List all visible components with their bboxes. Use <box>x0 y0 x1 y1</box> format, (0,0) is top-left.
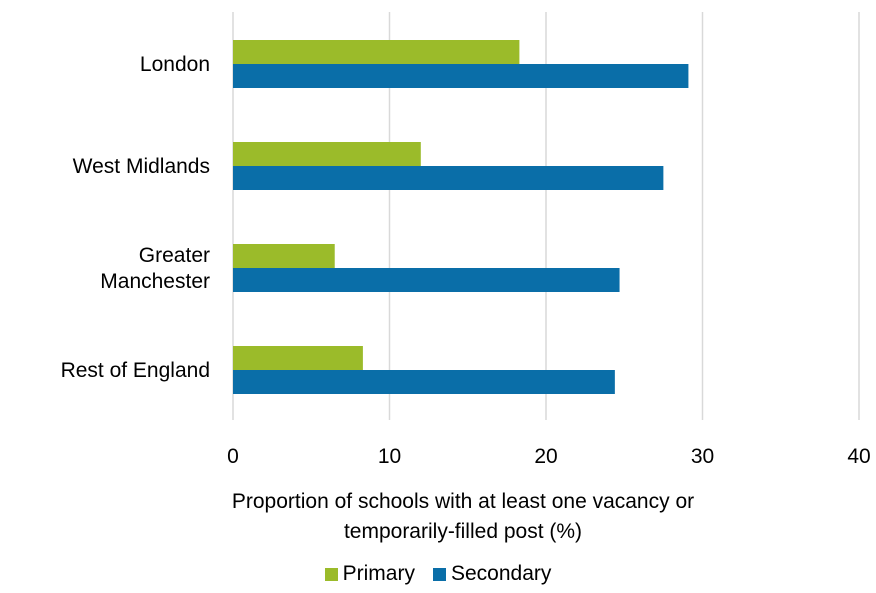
x-tick-label-20: 20 <box>534 445 557 468</box>
x-tick-label-10: 10 <box>378 445 401 468</box>
bar-primary-3 <box>233 346 363 370</box>
x-tick-label-40: 40 <box>847 445 870 468</box>
legend-item-secondary: Secondary <box>432 562 552 586</box>
legend-label-primary: Primary <box>342 562 415 585</box>
category-label-0: London <box>140 53 210 76</box>
legend-item-primary: Primary <box>324 562 415 586</box>
bar-secondary-2 <box>233 268 620 292</box>
bar-primary-2 <box>233 244 335 268</box>
bar-secondary-0 <box>233 64 689 88</box>
legend-swatch-secondary <box>432 567 446 581</box>
x-axis-label: Proportion of schools with at least one … <box>231 490 695 543</box>
legend-swatch-primary <box>324 567 338 581</box>
bars <box>233 40 689 394</box>
x-tick-labels: 0 10 20 30 40 <box>227 445 871 468</box>
x-tick-label-30: 30 <box>691 445 714 468</box>
category-labels: London West Midlands Greater Manchester Rest… <box>61 53 210 382</box>
category-label-1: West Midlands <box>73 155 210 178</box>
bar-secondary-1 <box>233 166 664 190</box>
bar-primary-1 <box>233 142 421 166</box>
legend-label-secondary: Secondary <box>450 562 552 585</box>
category-label-3: Rest of England <box>61 359 210 382</box>
category-label-2: Greater Manchester <box>100 244 210 293</box>
bar-primary-0 <box>233 40 520 64</box>
bar-chart: 0 10 20 30 40 London West Midlands Greater Manc… <box>61 12 871 468</box>
bar-secondary-3 <box>233 370 615 394</box>
x-tick-label-0: 0 <box>227 445 239 468</box>
legend: Primary Secondary <box>0 562 876 586</box>
